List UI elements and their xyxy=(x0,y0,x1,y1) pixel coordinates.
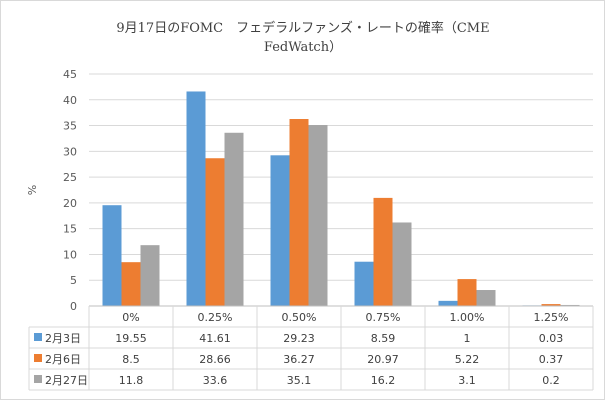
y-tick-label-5: 5 xyxy=(70,274,77,287)
bar-2-1 xyxy=(121,262,141,306)
data-label-2-3: 36.27 xyxy=(283,353,315,366)
y-tick-label-20: 20 xyxy=(63,197,77,210)
y-tick-label-25: 25 xyxy=(63,171,77,184)
legend-swatch-1 xyxy=(34,333,42,341)
y-tick-label-35: 35 xyxy=(63,120,77,133)
legend-swatch-2 xyxy=(34,354,42,362)
y-tick-label-30: 30 xyxy=(63,145,77,158)
bar-2-3 xyxy=(289,119,309,307)
y-axis-label-text: % xyxy=(26,185,39,195)
bar-1-3 xyxy=(270,155,290,306)
chart-title-line-1: 9月17日のFOMC フェデラルファンズ・レートの確率（CME xyxy=(116,20,489,36)
data-label-2-5: 5.22 xyxy=(455,353,480,366)
bar-3-3 xyxy=(308,125,328,306)
bar-2-2 xyxy=(205,158,225,306)
data-label-2-2: 28.66 xyxy=(199,353,231,366)
y-tick-label-10: 10 xyxy=(63,248,77,261)
bar-3-6 xyxy=(560,304,580,306)
data-label-3-4: 16.2 xyxy=(371,374,396,387)
category-label-4: 0.75% xyxy=(366,311,401,324)
bar-1-1 xyxy=(102,205,122,306)
data-label-2-6: 0.37 xyxy=(539,353,564,366)
bar-1-4 xyxy=(354,261,374,306)
bar-2-5 xyxy=(457,279,477,306)
y-axis-ticks: 0 5 10 15 20 25 30 35 40 45 xyxy=(63,68,77,313)
data-label-1-6: 0.03 xyxy=(539,332,564,345)
chart-title-line-2: FedWatch） xyxy=(264,40,342,55)
category-label-3: 0.50% xyxy=(282,311,317,324)
category-label-2: 0.25% xyxy=(198,311,233,324)
y-tick-label-0: 0 xyxy=(70,300,77,313)
bar-3-2 xyxy=(224,132,244,306)
data-label-3-3: 35.1 xyxy=(287,374,312,387)
category-label-6: 1.25% xyxy=(534,311,569,324)
data-table: 0% 0.25% 0.50% 0.75% 1.00% 1.25% 2月3日 19.55 41.6… xyxy=(28,305,594,391)
legend-label-2: 2月6日 xyxy=(45,353,81,366)
data-label-3-2: 33.6 xyxy=(203,374,228,387)
y-tick-label-45: 45 xyxy=(63,68,77,81)
bar-1-2 xyxy=(186,91,206,307)
gridlines xyxy=(89,73,593,281)
data-label-1-2: 41.61 xyxy=(199,332,231,345)
y-tick-label-40: 40 xyxy=(63,94,77,107)
data-label-3-6: 0.2 xyxy=(542,374,560,387)
data-label-3-1: 11.8 xyxy=(119,374,144,387)
bars xyxy=(102,91,580,307)
legend-label-1: 2月3日 xyxy=(45,332,81,345)
y-tick-label-15: 15 xyxy=(63,223,77,236)
data-label-1-1: 19.55 xyxy=(115,332,147,345)
chart-title: 9月17日のFOMC フェデラルファンズ・レートの確率（CME FedWatch） xyxy=(116,20,489,55)
data-label-1-5: 1 xyxy=(464,332,471,345)
data-label-1-4: 8.59 xyxy=(371,332,396,345)
bar-3-1 xyxy=(140,245,160,306)
category-label-5: 1.00% xyxy=(450,311,485,324)
data-label-2-4: 20.97 xyxy=(367,353,399,366)
data-label-3-5: 3.1 xyxy=(458,374,476,387)
legend-swatch-3 xyxy=(34,375,42,383)
bar-1-5 xyxy=(438,300,458,306)
bar-3-5 xyxy=(476,290,496,306)
data-label-1-3: 29.23 xyxy=(283,332,315,345)
bar-3-4 xyxy=(392,222,412,306)
bar-2-4 xyxy=(373,197,393,306)
category-label-1: 0% xyxy=(122,311,139,324)
bar-2-6 xyxy=(541,304,561,306)
y-axis-label: % xyxy=(26,185,39,195)
legend-label-3: 2月27日 xyxy=(45,374,88,387)
data-label-2-1: 8.5 xyxy=(122,353,140,366)
